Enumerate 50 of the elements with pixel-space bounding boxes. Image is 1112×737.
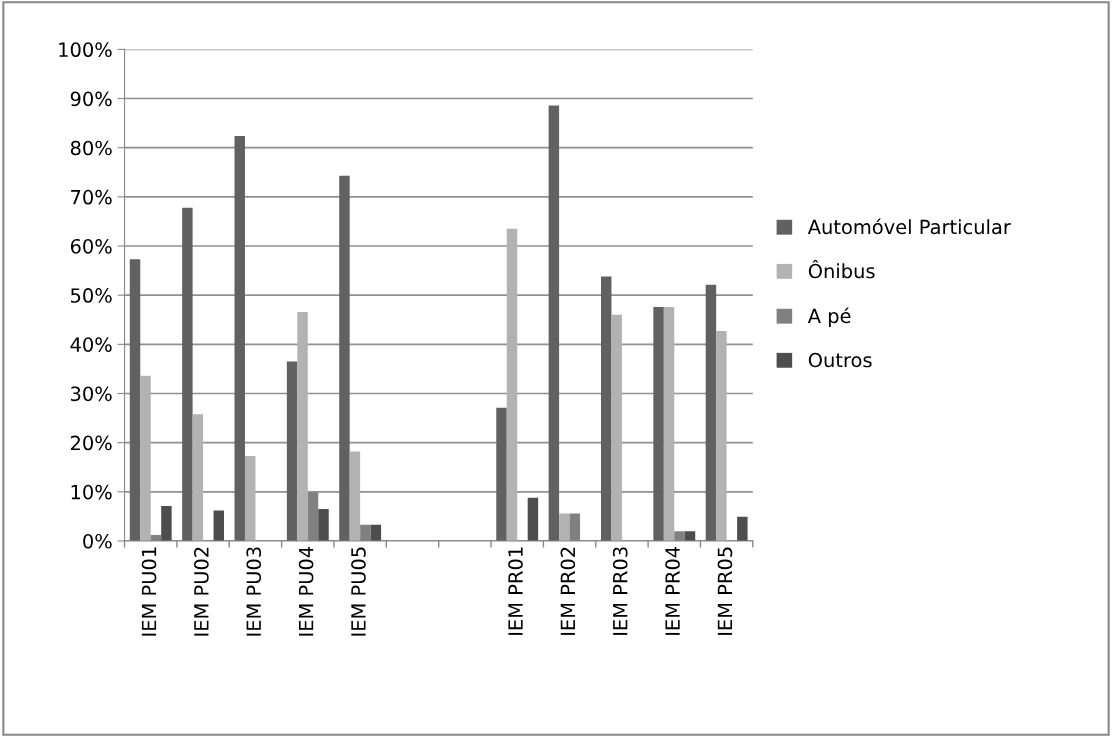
y-tick-label: 40% xyxy=(70,337,112,352)
legend-label: A pé xyxy=(807,307,851,328)
y-tick-label: 50% xyxy=(71,288,112,303)
bar xyxy=(653,306,664,541)
bar xyxy=(318,509,329,541)
bar xyxy=(506,228,518,541)
bar xyxy=(182,207,193,541)
bar xyxy=(737,516,748,541)
bar xyxy=(161,506,172,541)
x-tick-label: IEM PU01 xyxy=(141,547,157,636)
x-tick-label: IEM PR04 xyxy=(665,546,680,635)
y-tick-label: 30% xyxy=(71,386,112,402)
bar xyxy=(548,105,560,541)
bar xyxy=(600,276,612,541)
x-tick-label: IEM PU02 xyxy=(194,547,209,636)
y-tick-label: 100% xyxy=(59,42,112,58)
y-tick-label: 90% xyxy=(70,91,112,107)
bar xyxy=(349,451,361,541)
bar xyxy=(192,414,204,541)
bar xyxy=(705,284,717,541)
legend-label: Ônibus xyxy=(808,260,875,279)
x-tick-label: IEM PU04 xyxy=(298,546,314,636)
y-tick-label: 10% xyxy=(71,484,112,500)
bar xyxy=(129,259,141,541)
bar xyxy=(297,311,308,541)
bar xyxy=(527,497,539,541)
bar xyxy=(663,306,675,541)
legend-label: Automóvel Particular xyxy=(807,218,1011,235)
x-tick-label: IEM PR03 xyxy=(612,547,628,635)
bar xyxy=(286,361,298,541)
bar xyxy=(244,455,256,541)
legend-label: Outros xyxy=(808,352,872,368)
bar xyxy=(716,331,727,541)
bar xyxy=(234,135,245,541)
y-tick-label: 70% xyxy=(71,189,112,205)
x-tick-label: IEM PR01 xyxy=(508,547,523,635)
x-tick-label: IEM PU05 xyxy=(351,547,366,636)
bar xyxy=(496,407,507,541)
y-tick-label: 60% xyxy=(70,238,112,254)
y-tick-label: 80% xyxy=(70,140,112,156)
y-tick-label: 0% xyxy=(83,533,112,549)
x-tick-label: IEM PR05 xyxy=(717,547,733,635)
x-tick-label: IEM PU03 xyxy=(246,547,262,636)
bar xyxy=(213,510,225,541)
y-tick-label: 20% xyxy=(70,435,112,451)
bar xyxy=(339,175,350,541)
bar xyxy=(140,375,151,541)
x-tick-label: IEM PR02 xyxy=(560,547,576,635)
bar xyxy=(611,314,622,541)
bar xyxy=(559,513,570,541)
